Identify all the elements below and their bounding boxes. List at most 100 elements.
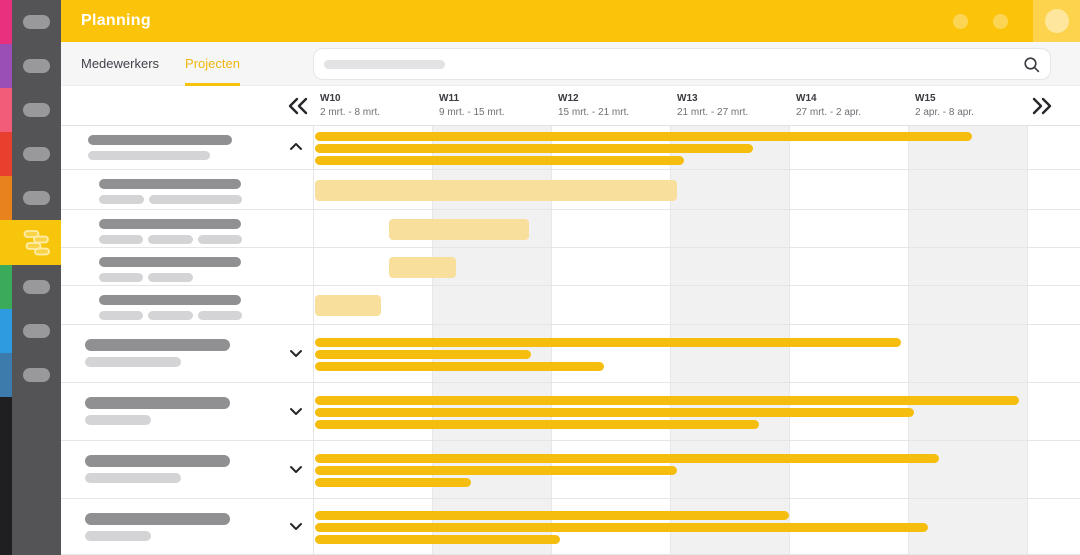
header-circle-icon[interactable] bbox=[993, 13, 1008, 29]
sidebar-item[interactable] bbox=[0, 0, 61, 44]
week-date-range: 2 apr. - 8 apr. bbox=[915, 107, 974, 118]
week-column-header: W11 9 mrt. - 15 mrt. bbox=[439, 93, 549, 118]
week-number: W15 bbox=[915, 93, 936, 104]
appbar: Planning bbox=[61, 0, 1080, 42]
sidebar-item[interactable] bbox=[0, 353, 61, 397]
row-title-placeholder bbox=[99, 295, 241, 305]
row-subtitle-placeholder bbox=[99, 273, 143, 282]
row-subtitle-placeholder bbox=[88, 151, 210, 160]
row-label-placeholder bbox=[88, 135, 232, 160]
schedule-bar-tentative[interactable] bbox=[315, 180, 678, 201]
sidebar-item[interactable] bbox=[0, 309, 61, 353]
row-subtitle-placeholder bbox=[148, 273, 193, 282]
tab-bar: Medewerkers Projecten bbox=[81, 42, 240, 86]
schedule-bar[interactable] bbox=[315, 535, 560, 544]
schedule-bar[interactable] bbox=[315, 156, 685, 165]
week-date-range: 21 mrt. - 27 mrt. bbox=[677, 107, 749, 118]
schedule-bar[interactable] bbox=[315, 408, 915, 417]
sidebar-item-placeholder bbox=[23, 324, 50, 338]
sidebar-item-placeholder bbox=[23, 59, 50, 73]
sidebar-item-planning-active[interactable] bbox=[0, 220, 61, 265]
gantt-body bbox=[61, 126, 1080, 555]
sidebar-item[interactable] bbox=[0, 88, 61, 132]
row-subtitle-placeholder bbox=[99, 195, 144, 204]
schedule-bar[interactable] bbox=[315, 523, 929, 532]
row-label-placeholder bbox=[85, 455, 230, 483]
week-column-header: W14 27 mrt. - 2 apr. bbox=[796, 93, 906, 118]
schedule-bar[interactable] bbox=[315, 478, 472, 487]
row-title-placeholder bbox=[85, 397, 230, 409]
week-date-range: 2 mrt. - 8 mrt. bbox=[320, 107, 380, 118]
row-title-placeholder bbox=[99, 179, 241, 189]
schedule-bar[interactable] bbox=[315, 338, 902, 347]
schedule-bar[interactable] bbox=[315, 362, 604, 371]
schedule-bar[interactable] bbox=[315, 350, 531, 359]
search-input[interactable] bbox=[313, 48, 1051, 80]
sidebar-item-placeholder bbox=[23, 191, 50, 205]
row-subtitle-placeholder bbox=[85, 415, 151, 425]
schedule-bar[interactable] bbox=[315, 420, 760, 429]
expand-chevron-down-icon[interactable] bbox=[287, 518, 305, 536]
project-row bbox=[61, 441, 1080, 499]
row-subtitle-placeholder bbox=[85, 473, 181, 483]
week-column-header: W15 2 apr. - 8 apr. bbox=[915, 93, 1025, 118]
avatar[interactable] bbox=[1033, 0, 1080, 42]
avatar-circle-icon bbox=[1044, 9, 1069, 33]
schedule-bar[interactable] bbox=[315, 511, 790, 520]
task-row bbox=[61, 170, 1080, 210]
row-subtitle-placeholder bbox=[85, 531, 151, 541]
expand-chevron-down-icon[interactable] bbox=[287, 461, 305, 479]
main-area: Planning Medewerkers Projecten bbox=[61, 0, 1080, 555]
week-number: W11 bbox=[439, 93, 460, 104]
collapse-chevron-up-icon[interactable] bbox=[287, 139, 305, 157]
sidebar-item[interactable] bbox=[0, 176, 61, 220]
chevrons-right-icon[interactable] bbox=[1029, 94, 1055, 118]
page-title: Planning bbox=[81, 12, 151, 29]
row-label-placeholder bbox=[99, 219, 242, 244]
schedule-bar[interactable] bbox=[315, 144, 754, 153]
tab-projecten[interactable]: Projecten bbox=[185, 42, 240, 86]
week-number: W10 bbox=[320, 93, 341, 104]
row-label-placeholder bbox=[85, 339, 230, 367]
week-number: W14 bbox=[796, 93, 817, 104]
sidebar-item[interactable] bbox=[0, 265, 61, 309]
row-label-placeholder bbox=[85, 397, 230, 425]
row-subtitle-placeholder bbox=[149, 195, 242, 204]
schedule-bar-tentative[interactable] bbox=[388, 257, 456, 278]
row-subtitle-placeholder bbox=[99, 235, 143, 244]
row-subtitle-placeholder bbox=[85, 357, 181, 367]
schedule-bar-tentative[interactable] bbox=[388, 219, 529, 240]
schedule-bar[interactable] bbox=[315, 396, 1019, 405]
row-subtitle-placeholder bbox=[198, 235, 242, 244]
schedule-bar-tentative[interactable] bbox=[315, 295, 382, 316]
schedule-bar[interactable] bbox=[315, 454, 940, 463]
row-label-placeholder bbox=[99, 295, 242, 320]
sidebar-item-placeholder bbox=[23, 280, 50, 294]
sidebar-item[interactable] bbox=[0, 132, 61, 176]
week-column-header: W13 21 mrt. - 27 mrt. bbox=[677, 93, 787, 118]
project-row bbox=[61, 383, 1080, 441]
row-label-placeholder bbox=[99, 179, 242, 204]
row-title-placeholder bbox=[88, 135, 232, 145]
row-subtitle-placeholder bbox=[198, 311, 242, 320]
row-label-placeholder bbox=[99, 257, 241, 282]
week-date-range: 27 mrt. - 2 apr. bbox=[796, 107, 862, 118]
gantt-icon bbox=[23, 230, 50, 256]
expand-chevron-down-icon[interactable] bbox=[287, 403, 305, 421]
sidebar-filler bbox=[0, 397, 61, 555]
search-icon bbox=[1024, 57, 1040, 73]
sidebar-item[interactable] bbox=[0, 44, 61, 88]
row-title-placeholder bbox=[85, 513, 230, 525]
expand-chevron-down-icon[interactable] bbox=[287, 345, 305, 363]
week-number: W12 bbox=[558, 93, 579, 104]
chevrons-left-icon[interactable] bbox=[285, 94, 311, 118]
schedule-bar[interactable] bbox=[315, 132, 973, 141]
task-row bbox=[61, 210, 1080, 248]
task-row bbox=[61, 286, 1080, 325]
gantt-rows bbox=[61, 126, 1080, 555]
week-date-range: 9 mrt. - 15 mrt. bbox=[439, 107, 505, 118]
schedule-bar[interactable] bbox=[315, 466, 678, 475]
tab-medewerkers[interactable]: Medewerkers bbox=[81, 56, 160, 71]
header-circle-icon[interactable] bbox=[953, 13, 968, 29]
